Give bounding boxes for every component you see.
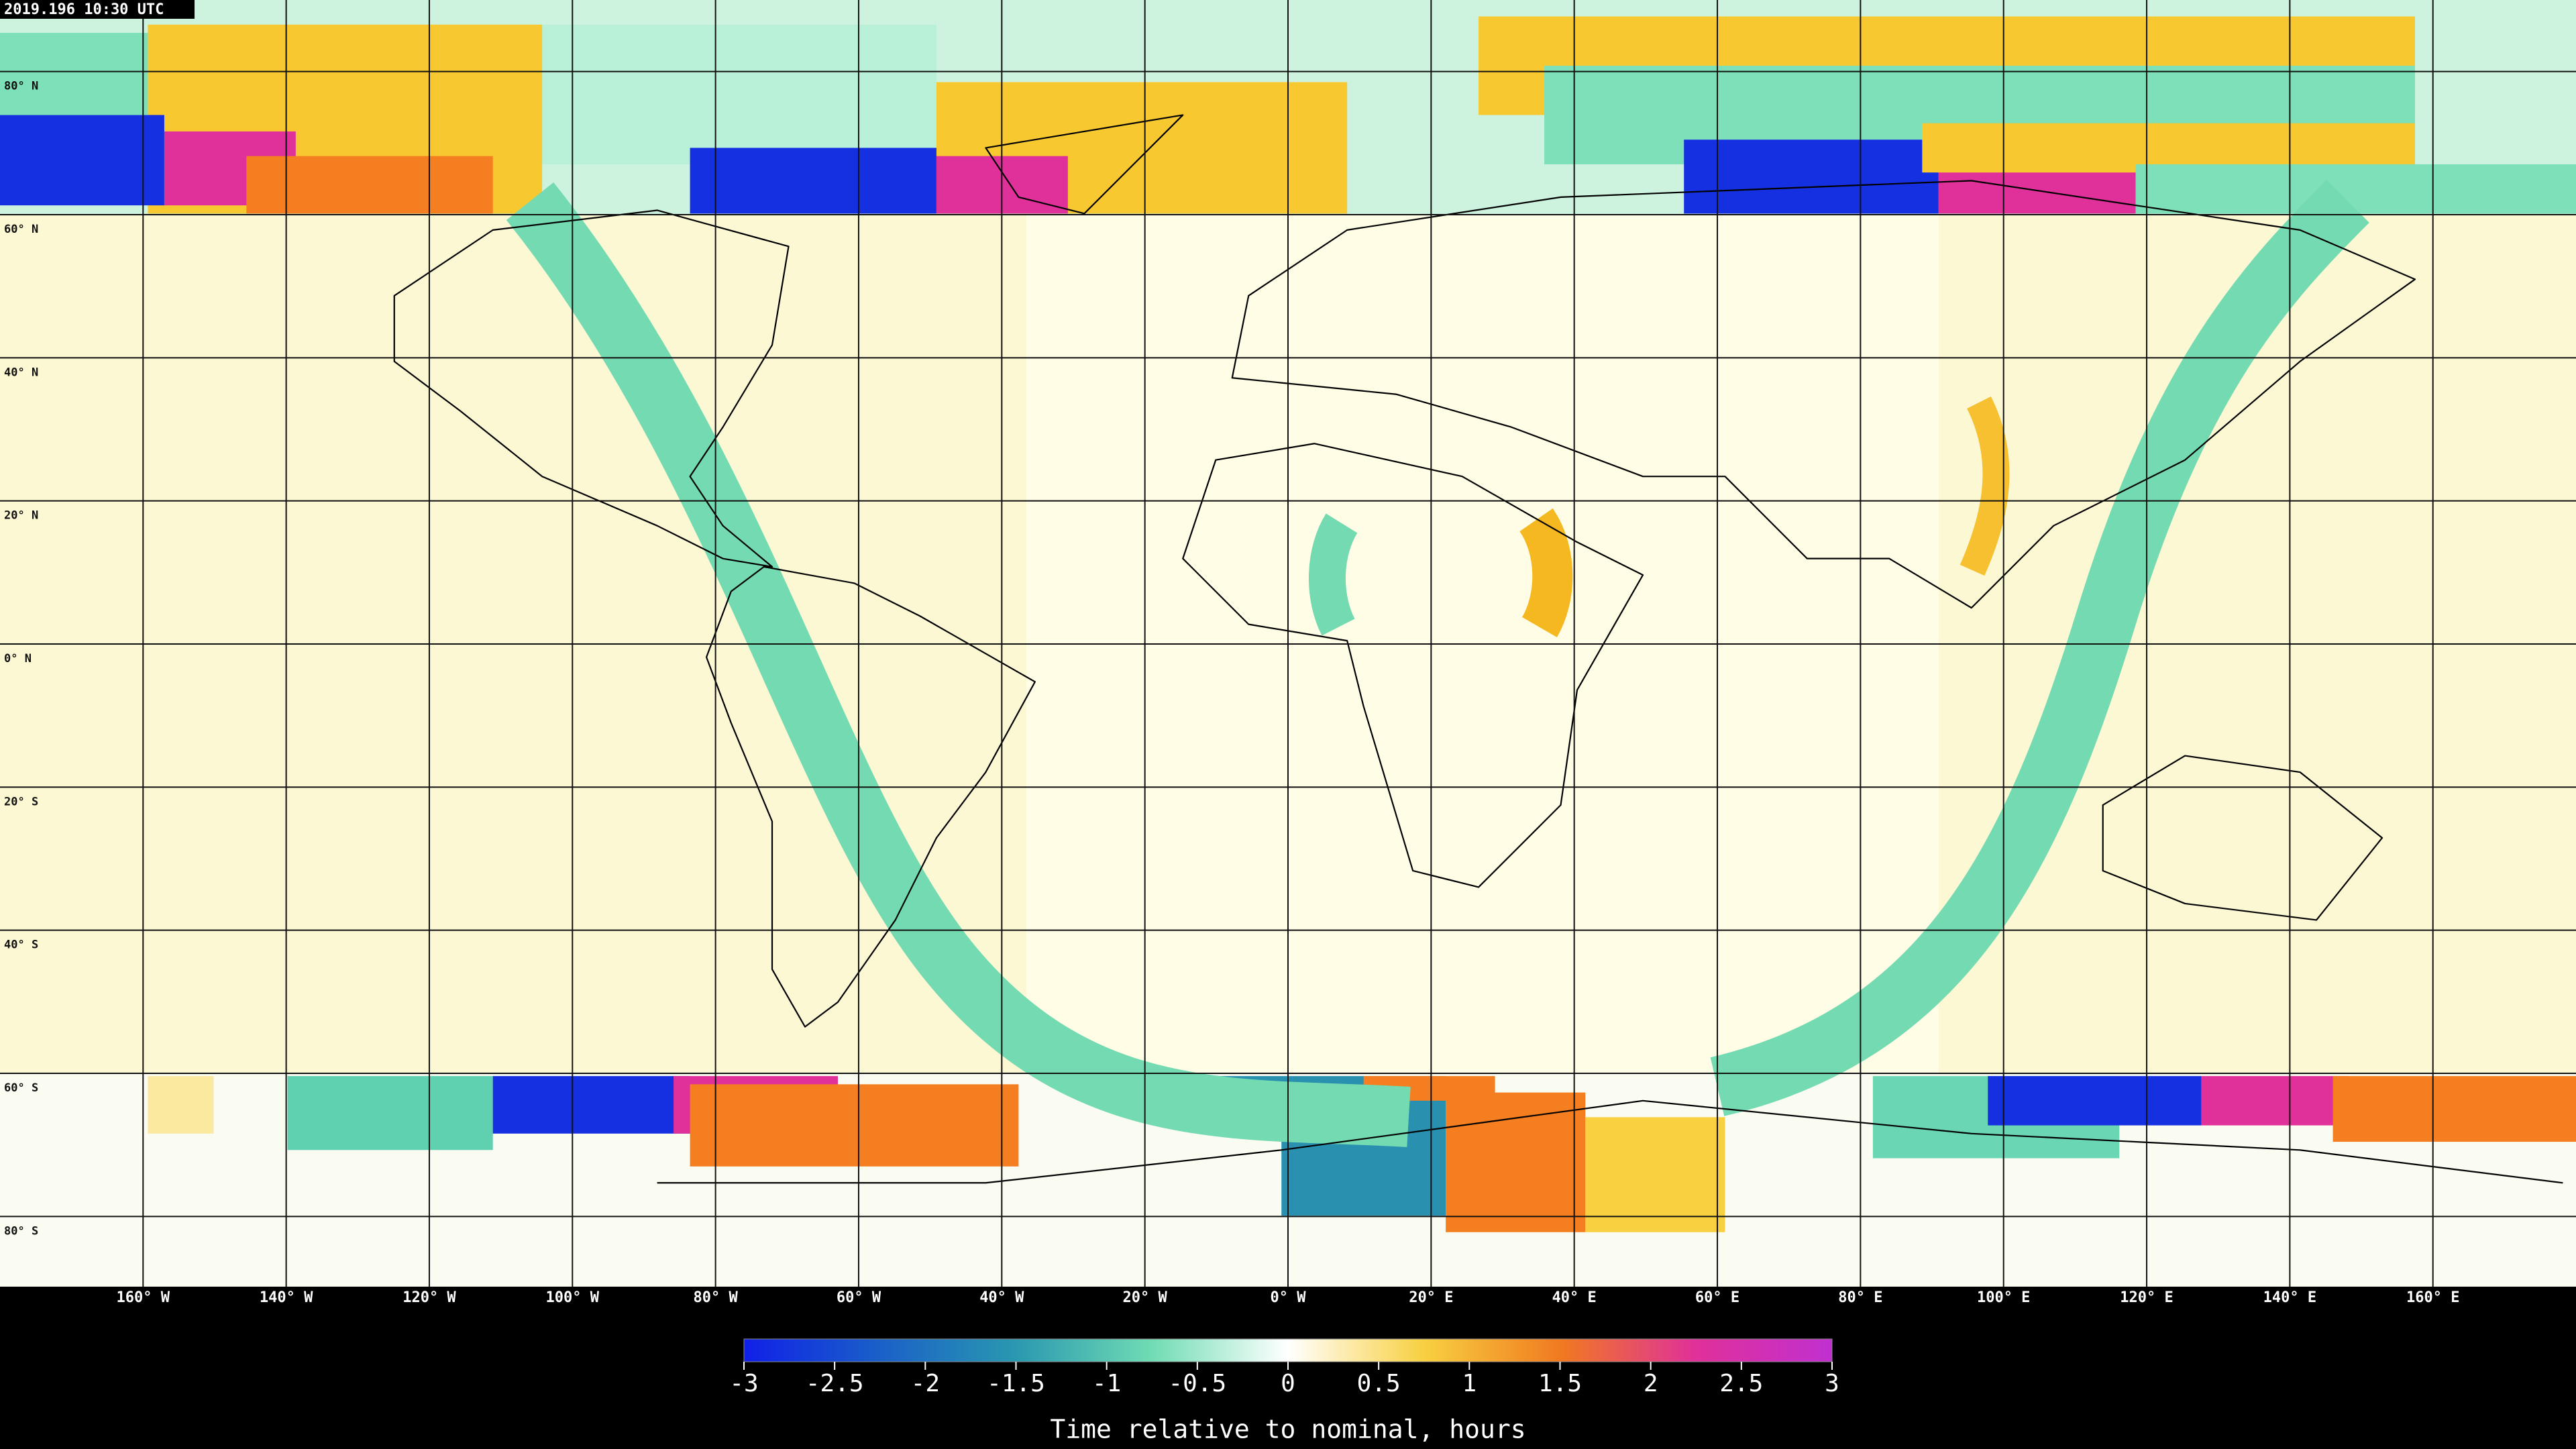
lat-label: 80° S (4, 1224, 38, 1238)
coastline (657, 1101, 2563, 1183)
colorbar-tick-label: 2 (1644, 1370, 1658, 1397)
colorbar-tick-label: -3 (729, 1370, 758, 1397)
lon-label: 80° E (1838, 1289, 1882, 1306)
swath-arc (1960, 396, 2010, 576)
lon-label: 20° W (1123, 1289, 1168, 1306)
lon-label: 160° E (2406, 1289, 2459, 1306)
lat-label: 20° S (4, 795, 38, 808)
lon-label: 160° W (117, 1289, 170, 1306)
coastlines (394, 115, 2563, 1183)
coastline (706, 567, 1035, 1027)
swath-arc (1519, 508, 1573, 638)
lon-label: 60° W (837, 1289, 881, 1306)
timestamp: 2019.196 10:30 UTC (4, 1, 164, 18)
swath-block (1585, 1117, 1725, 1232)
swath-block (148, 1076, 214, 1134)
colorbar-tick-label: -0.5 (1168, 1370, 1226, 1397)
colorbar-tick-label: 2.5 (1719, 1370, 1763, 1397)
colorbar-tick-label: 1 (1462, 1370, 1477, 1397)
lon-label: 120° W (402, 1289, 456, 1306)
colorbar-tick-label: -1 (1092, 1370, 1121, 1397)
coastline (985, 115, 1183, 213)
colorbar-tick-label: -2 (911, 1370, 940, 1397)
lat-label: 20° N (4, 509, 38, 523)
swath-block (1988, 1076, 2202, 1126)
orbit-gap (506, 182, 1411, 1147)
swath-block (492, 24, 936, 164)
coastline (1232, 180, 2415, 608)
lon-label: 40° E (1552, 1289, 1597, 1306)
colorbar-tick-label: -1.5 (987, 1370, 1045, 1397)
swath-block (0, 32, 148, 115)
lon-label: 100° W (546, 1289, 600, 1306)
colorbar-tick-label: 0.5 (1357, 1370, 1401, 1397)
swath-block (690, 1084, 1019, 1167)
colorbar (743, 1338, 1833, 1362)
colorbar-label: Time relative to nominal, hours (1050, 1415, 1525, 1444)
orbit-gap (1710, 180, 2369, 1116)
coastline (1183, 443, 1643, 887)
timestamp-bg (0, 0, 195, 19)
lon-label: 20° E (1409, 1289, 1453, 1306)
coastline (394, 210, 789, 566)
lon-label: 60° E (1695, 1289, 1739, 1306)
graticule: 80° N 60° N 40° N 20° N 0° N 20° S 40° S 60° S 8… (0, 0, 2576, 1287)
swath-block (246, 156, 493, 214)
swath-block (1684, 140, 1939, 214)
lon-label: 0° W (1271, 1289, 1307, 1306)
lon-labels: 160° W 140° W 120° W 100° W 80° W 60° W 40° W 2… (117, 1289, 2460, 1306)
colorbar-ticks: -3 -2.5 -2 -1.5 -1 -0.5 0 0.5 1 1.5 2 2.5 3 (729, 1362, 1839, 1397)
colorbar-tick-label: -2.5 (806, 1370, 864, 1397)
lon-label: 120° E (2120, 1289, 2173, 1306)
coastline (2103, 756, 2382, 920)
swath-block (0, 115, 164, 206)
colorbar-tick-label: 1.5 (1538, 1370, 1582, 1397)
lon-label: 80° W (694, 1289, 739, 1306)
map: 80° N 60° N 40° N 20° N 0° N 20° S 40° S 60° S 8… (0, 0, 2576, 1287)
lon-label: 140° E (2263, 1289, 2316, 1306)
lat-label: 60° N (4, 223, 38, 236)
swath-arc (1308, 513, 1358, 636)
swath-block (1446, 1092, 1586, 1232)
colorbar-tick-label: 3 (1825, 1370, 1839, 1397)
lon-label: 40° W (979, 1289, 1024, 1306)
swath-block (2135, 164, 2576, 214)
colorbar-tick-label: 0 (1281, 1370, 1295, 1397)
swath-block (2201, 1076, 2350, 1126)
lat-label: 40° S (4, 938, 38, 952)
lon-label: 140° W (260, 1289, 313, 1306)
swath-block (287, 1076, 493, 1150)
lat-label: 40° N (4, 366, 38, 379)
swath-block (492, 1076, 690, 1134)
swath-block (2332, 1076, 2576, 1142)
lat-label: 0° N (4, 652, 32, 665)
lat-label: 60° S (4, 1081, 38, 1095)
lon-label: 100° E (1977, 1289, 2030, 1306)
swath-block (690, 148, 936, 214)
lat-label: 80° N (4, 80, 38, 93)
